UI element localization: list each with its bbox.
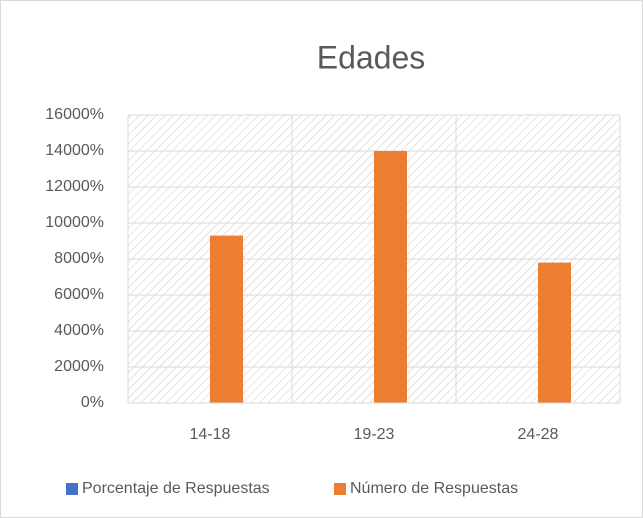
chart-title: Edades: [317, 39, 426, 75]
legend-label: Número de Respuestas: [350, 480, 518, 497]
legend-swatch: [66, 483, 78, 495]
y-tick-label: 14000%: [45, 142, 104, 159]
bar: [210, 235, 243, 403]
y-tick-label: 16000%: [45, 106, 104, 123]
y-tick-label: 12000%: [45, 178, 104, 195]
x-tick-label: 24-28: [518, 426, 559, 443]
y-tick-label: 4000%: [54, 322, 104, 339]
y-tick-label: 10000%: [45, 214, 104, 231]
y-tick-label: 2000%: [54, 358, 104, 375]
bar: [538, 262, 571, 403]
bar: [374, 151, 407, 403]
x-tick-label: 14-18: [190, 426, 231, 443]
y-tick-label: 8000%: [54, 250, 104, 267]
y-tick-label: 6000%: [54, 286, 104, 303]
legend-swatch: [334, 483, 346, 495]
x-tick-label: 19-23: [354, 426, 395, 443]
legend-label: Porcentaje de Respuestas: [82, 480, 270, 497]
y-tick-label: 0%: [81, 394, 104, 411]
